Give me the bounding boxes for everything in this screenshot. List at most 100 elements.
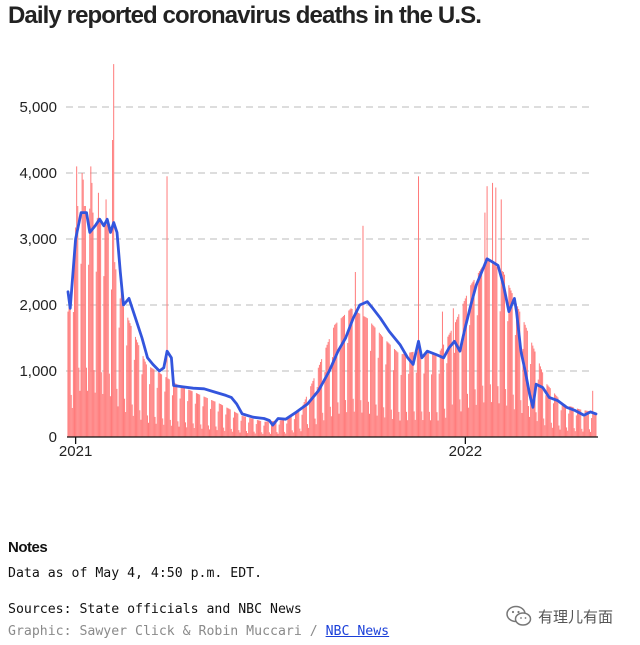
daily-deaths-bar [585, 410, 587, 437]
daily-deaths-bar [521, 412, 523, 437]
daily-deaths-bar [573, 428, 575, 437]
x-tick-label: 2022 [449, 443, 482, 460]
daily-deaths-bar [314, 418, 316, 437]
daily-deaths-bar [590, 431, 592, 437]
y-tick-label: 1,000 [19, 363, 57, 380]
daily-deaths-bar [488, 260, 490, 437]
daily-deaths-bar [513, 409, 515, 437]
daily-deaths-bar [435, 354, 437, 437]
daily-deaths-bar [384, 417, 386, 437]
daily-deaths-bar [88, 264, 90, 437]
daily-deaths-bar [272, 421, 274, 437]
daily-deaths-bar [522, 348, 524, 437]
daily-deaths-bar [306, 424, 308, 437]
daily-deaths-bar [366, 318, 368, 437]
daily-deaths-bar [317, 367, 319, 437]
daily-deaths-bar [236, 412, 238, 437]
daily-deaths-bar [303, 402, 305, 437]
daily-deaths-bar [227, 408, 229, 437]
daily-deaths-bar [151, 367, 153, 437]
daily-deaths-bar [308, 427, 310, 437]
daily-deaths-bar [340, 318, 342, 437]
daily-deaths-bar [559, 429, 561, 437]
y-tick-label: 3,000 [19, 231, 57, 248]
daily-deaths-bar [214, 401, 216, 437]
daily-deaths-bar [469, 325, 471, 437]
daily-deaths-bar [300, 431, 302, 437]
daily-deaths-bar [274, 420, 276, 437]
daily-deaths-bar [558, 425, 560, 437]
daily-deaths-bar [106, 224, 108, 437]
daily-deaths-bar [202, 406, 204, 437]
daily-deaths-bar [267, 421, 269, 437]
y-axis: 0 1,000 2,000 3,000 4,000 5,000 [19, 99, 57, 446]
daily-deaths-bar [460, 411, 462, 437]
daily-deaths-bar [375, 404, 377, 437]
daily-deaths-bar [150, 367, 152, 437]
chart-area: 0 1,000 2,000 3,000 4,000 5,000 2021 2022 [19, 64, 598, 460]
daily-deaths-bar [298, 409, 300, 437]
daily-deaths-bar [89, 208, 91, 437]
daily-deaths-bar [278, 424, 280, 437]
daily-deaths-bar [446, 363, 448, 437]
y-tick-label: 5,000 [19, 99, 57, 116]
daily-deaths-bar [458, 314, 460, 437]
daily-deaths-bar [360, 400, 362, 437]
daily-deaths-bar [111, 289, 113, 437]
daily-deaths-bar [388, 343, 390, 437]
daily-deaths-bar [416, 351, 418, 437]
nbc-news-link[interactable]: NBC News [325, 624, 390, 639]
daily-deaths-bar [518, 308, 520, 437]
x-axis: 2021 2022 [59, 437, 482, 460]
daily-deaths-bar [354, 272, 356, 437]
daily-deaths-bar [563, 404, 565, 437]
daily-deaths-bar [71, 407, 73, 437]
daily-deaths-bar [114, 262, 116, 437]
daily-deaths-bar [120, 285, 122, 437]
daily-deaths-bar [415, 372, 417, 437]
daily-deaths-bar [245, 431, 247, 437]
daily-deaths-bar [382, 336, 384, 437]
daily-deaths-bar [78, 367, 80, 437]
daily-deaths-bar [497, 386, 499, 437]
daily-deaths-bar [311, 383, 313, 437]
daily-deaths-bar [548, 386, 550, 437]
daily-deaths-bar [431, 374, 433, 437]
daily-deaths-bar [144, 361, 146, 437]
daily-deaths-bar [542, 372, 544, 437]
daily-deaths-bar [349, 309, 351, 437]
daily-deaths-bar [175, 383, 177, 437]
daily-deaths-bar [139, 410, 141, 437]
daily-deaths-bar [102, 393, 104, 437]
daily-deaths-bar [239, 432, 241, 437]
daily-deaths-bar [423, 373, 425, 437]
daily-deaths-bar [286, 423, 288, 437]
daily-deaths-bar [343, 314, 345, 437]
daily-deaths-bar [134, 336, 136, 437]
daily-deaths-bar [148, 422, 150, 437]
daily-deaths-bar [445, 417, 447, 437]
daily-deaths-bar [167, 378, 169, 437]
daily-deaths-bar [225, 414, 227, 437]
daily-deaths-bar [130, 325, 132, 437]
daily-deaths-bar [396, 351, 398, 437]
daily-deaths-bar [244, 416, 246, 437]
daily-deaths-bar [502, 272, 504, 437]
daily-deaths-bar [492, 182, 494, 437]
daily-deaths-bar [401, 354, 403, 437]
daily-deaths-bar [569, 406, 571, 437]
daily-deaths-bar [179, 398, 181, 437]
daily-deaths-bar [361, 412, 363, 437]
daily-deaths-bar [554, 393, 556, 437]
daily-deaths-bar [465, 295, 467, 437]
daily-deaths-bar [310, 386, 312, 437]
daily-deaths-bar [206, 398, 208, 437]
daily-deaths-bar [475, 404, 477, 437]
bars-series [67, 64, 597, 438]
daily-deaths-bar [438, 373, 440, 437]
daily-deaths-bar [280, 420, 282, 437]
daily-deaths-bar [109, 396, 111, 437]
daily-deaths-bar [309, 400, 311, 437]
daily-deaths-bar [152, 368, 154, 437]
daily-deaths-bar [403, 353, 405, 437]
